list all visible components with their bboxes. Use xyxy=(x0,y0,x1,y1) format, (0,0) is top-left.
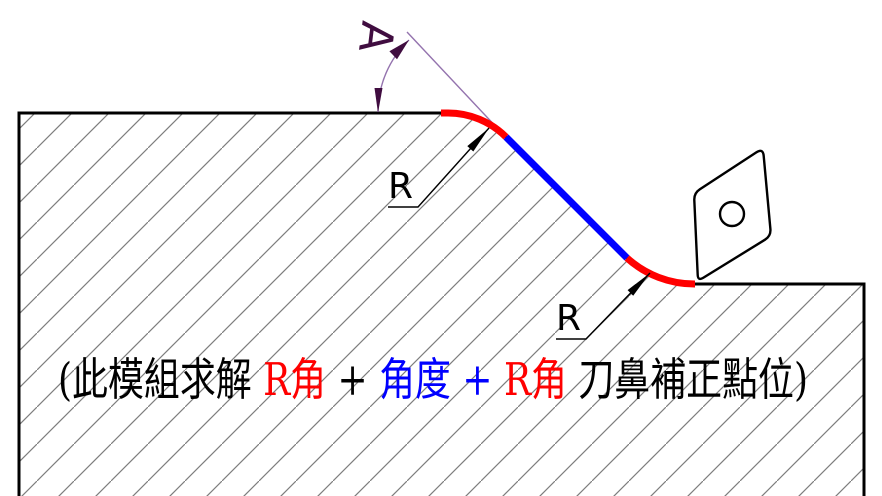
corner-radius-bottom-arc xyxy=(624,255,696,288)
angle-segment-line xyxy=(503,134,630,261)
caption-segment-1: (此模組求解 xyxy=(58,353,252,406)
angle-arrow-top-icon xyxy=(389,40,409,60)
angle-arrow-bottom-icon xyxy=(374,88,383,113)
angle-dimension: A xyxy=(348,18,501,132)
tool-insert-hole-icon xyxy=(718,200,746,228)
caption-text: (此模組求解 R角 + 角度 + R角 刀鼻補正點位) xyxy=(58,353,808,406)
radius-leader-top xyxy=(388,127,490,208)
angle-label: A xyxy=(348,18,404,55)
caption-segment-4: 角度 xyxy=(379,353,451,406)
radius-arrow-bottom-icon xyxy=(627,273,650,296)
radius-callout-bottom: R xyxy=(556,272,651,340)
angle-extension-line xyxy=(406,31,501,132)
caption-segment-7: 刀鼻補正點位) xyxy=(578,353,808,406)
caption-segment-3: + xyxy=(338,353,368,406)
radius-leader-bottom xyxy=(556,272,651,340)
radius-callout-top: R xyxy=(388,127,490,208)
caption-segment-5: + xyxy=(462,353,492,406)
caption-segment-2: R角 xyxy=(263,353,326,406)
caption-segment-6: R角 xyxy=(504,353,567,406)
radius-label-top: R xyxy=(388,166,413,207)
corner-radius-top-arc xyxy=(441,109,509,140)
radius-label-bottom: R xyxy=(556,298,581,339)
radius-arrow-top-icon xyxy=(467,128,489,152)
tool-insert xyxy=(693,149,772,281)
